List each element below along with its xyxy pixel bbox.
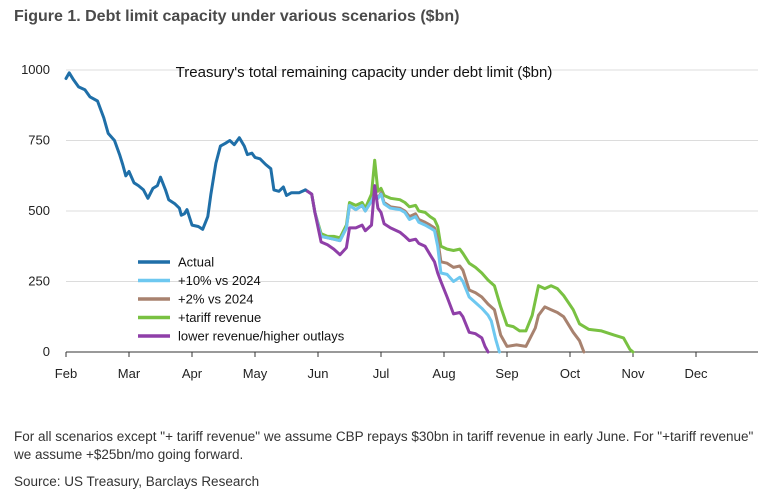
y-tick-label-500: 500 — [28, 203, 50, 218]
scenario-note: For all scenarios except "+ tariff reven… — [14, 429, 754, 462]
x-tick-label-dec: Dec — [684, 366, 708, 381]
x-tick-label-aug: Aug — [432, 366, 455, 381]
chart-title: Treasury's total remaining capacity unde… — [176, 64, 553, 81]
legend-label-10-vs-2024: +10% vs 2024 — [178, 273, 261, 288]
x-tick-label-mar: Mar — [118, 366, 141, 381]
x-tick-label-jul: Jul — [373, 366, 390, 381]
y-tick-label-250: 250 — [28, 274, 50, 289]
legend-label-tariff-revenue: +tariff revenue — [178, 310, 261, 325]
series-line-tariff-revenue — [303, 158, 635, 354]
x-tick-label-sep: Sep — [495, 366, 518, 381]
x-tick-label-apr: Apr — [182, 366, 203, 381]
x-tick-label-may: May — [243, 366, 268, 381]
series-line-10-vs-2024 — [303, 188, 501, 354]
y-tick-label-1000: 1000 — [21, 62, 50, 77]
y-tick-label-0: 0 — [43, 344, 50, 359]
legend-label-2-vs-2024: +2% vs 2024 — [178, 292, 254, 307]
legend-label-lower-revenue-higher-outlays: lower revenue/higher outlays — [178, 329, 345, 344]
x-tick-label-feb: Feb — [55, 366, 77, 381]
legend-label-actual: Actual — [178, 255, 214, 270]
source-line: Source: US Treasury, Barclays Research — [14, 474, 260, 489]
x-tick-label-oct: Oct — [560, 366, 581, 381]
figure-title: Figure 1. Debt limit capacity under vari… — [14, 8, 460, 25]
series-line-actual — [64, 71, 307, 231]
x-tick-label-nov: Nov — [621, 366, 645, 381]
y-tick-label-750: 750 — [28, 133, 50, 148]
x-tick-label-jun: Jun — [308, 366, 329, 381]
series-line-lower-revenue-higher-outlays — [303, 184, 490, 354]
debt-limit-chart: 0 250 500 750 1000 Feb Mar Apr May Jun Jul Aug Sep Oc… — [21, 62, 758, 381]
